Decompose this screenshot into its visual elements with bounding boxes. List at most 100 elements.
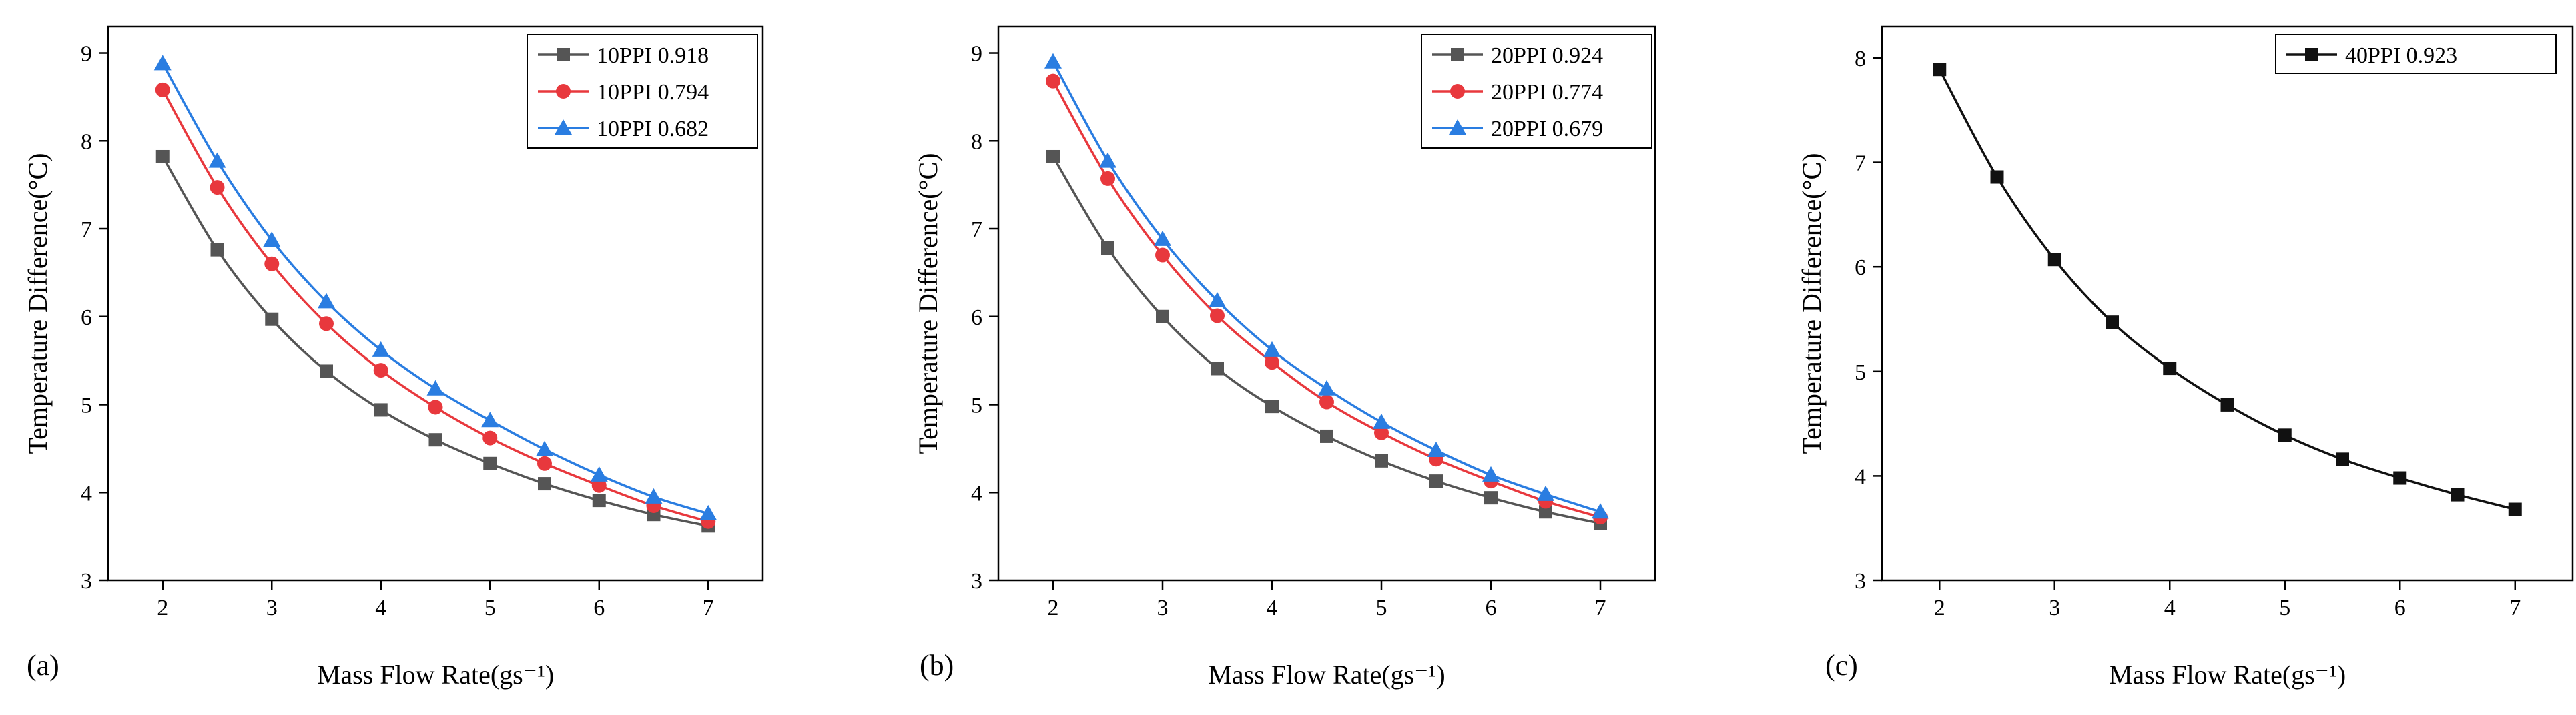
data-point <box>699 504 717 520</box>
series-line <box>1052 61 1601 513</box>
x-tick-label: 2 <box>157 596 168 620</box>
data-point <box>155 149 170 163</box>
legend: 10PPI 0.918 10PPI 0.794 10PPI 0.682 <box>527 34 758 149</box>
legend-entry: 10PPI 0.794 <box>597 80 709 105</box>
chart-panel-1: 2 3 4 5 6 7 3 4 5 6 7 8 9 Mass Flow Rate(gs⁻¹) Tempera… <box>23 25 764 690</box>
legend: 40PPI 0.923 <box>2275 34 2557 74</box>
data-point <box>263 231 281 247</box>
legend-marker <box>1449 119 1466 135</box>
plot-frame <box>1881 25 2574 582</box>
x-tick-label: 3 <box>2049 596 2060 620</box>
data-point <box>481 412 499 428</box>
data-point <box>1101 241 1114 255</box>
x-tick-label: 7 <box>1595 596 1606 620</box>
legend: 20PPI 0.924 20PPI 0.774 20PPI 0.679 <box>1421 34 1652 149</box>
data-point <box>1933 63 1947 77</box>
data-point <box>153 55 172 71</box>
data-point <box>426 380 444 396</box>
data-point <box>1155 247 1170 263</box>
data-point <box>1484 491 1498 505</box>
x-tick-label: 5 <box>485 596 496 620</box>
data-point <box>1375 454 1388 468</box>
data-point <box>155 82 170 97</box>
y-tick-label: 3 <box>1855 569 1866 594</box>
y-tick-label: 5 <box>81 394 92 418</box>
x-axis-label: Mass Flow Rate(gs⁻¹) <box>1208 660 1445 690</box>
y-tick-label: 3 <box>971 569 982 594</box>
y-axis-label: Temperature Difference(°C) <box>23 153 53 454</box>
data-point <box>2451 488 2465 502</box>
x-tick-label: 4 <box>1267 596 1278 620</box>
x-axis-label: Mass Flow Rate(gs⁻¹) <box>317 660 554 690</box>
series-3 <box>1044 53 1609 519</box>
legend-entry: 10PPI 0.682 <box>597 117 709 141</box>
series-line <box>1938 69 2516 511</box>
data-point <box>210 243 224 257</box>
y-tick-label: 8 <box>1855 47 1866 71</box>
data-point <box>645 488 663 504</box>
y-tick-label: 7 <box>81 217 92 242</box>
legend-entry: 20PPI 0.679 <box>1491 117 1603 141</box>
data-point <box>1263 341 1281 357</box>
y-tick-label: 4 <box>81 481 92 506</box>
data-point <box>2336 452 2349 466</box>
data-point <box>2220 398 2234 412</box>
data-point <box>1592 503 1609 519</box>
data-point <box>1044 53 1062 69</box>
data-point <box>2163 362 2177 376</box>
legend-entry: 20PPI 0.924 <box>1491 43 1603 68</box>
legend-entry: 10PPI 0.918 <box>597 43 709 68</box>
y-tick-label: 7 <box>1855 151 1866 176</box>
legend-marker <box>556 84 571 99</box>
x-tick-label: 7 <box>703 596 714 620</box>
data-point <box>428 400 443 415</box>
data-point <box>320 364 333 378</box>
series-line <box>1052 80 1601 518</box>
y-tick-label: 5 <box>971 394 982 418</box>
x-tick-label: 4 <box>2164 596 2176 620</box>
legend-entry: 40PPI 0.923 <box>2345 43 2457 68</box>
data-point <box>1046 73 1060 89</box>
data-point <box>1265 355 1279 370</box>
data-point <box>1210 308 1225 323</box>
data-point <box>318 293 335 309</box>
y-tick-label: 9 <box>971 42 982 67</box>
data-point <box>210 180 225 195</box>
x-tick-label: 2 <box>1048 596 1059 620</box>
data-point <box>374 403 388 417</box>
data-point <box>483 456 497 470</box>
data-point <box>1211 362 1224 376</box>
legend-marker <box>1450 84 1465 99</box>
x-tick-label: 6 <box>2394 596 2406 620</box>
legend-marker <box>2305 48 2318 61</box>
data-point <box>1100 171 1115 186</box>
data-point <box>482 430 498 446</box>
plot-frame <box>997 25 1656 582</box>
data-point <box>265 312 279 326</box>
data-point <box>536 440 553 456</box>
x-tick-label: 4 <box>375 596 386 620</box>
data-point <box>1373 413 1390 429</box>
x-tick-label: 6 <box>593 596 605 620</box>
data-point <box>592 494 606 508</box>
data-point <box>1537 485 1554 501</box>
data-point <box>1320 429 1333 443</box>
series-2 <box>1046 73 1608 525</box>
series-line <box>162 156 709 528</box>
data-point <box>1209 292 1226 308</box>
data-point <box>264 256 280 271</box>
chart-panel-3: 2 3 4 5 6 7 3 4 5 6 7 8 Mass Flow Rate(gs⁻¹) Temperat… <box>1797 25 2574 690</box>
data-point <box>373 363 388 378</box>
data-point <box>2508 502 2522 516</box>
data-point <box>1154 230 1171 246</box>
data-point <box>538 477 551 491</box>
series-1 <box>155 149 715 533</box>
legend-marker <box>1451 48 1464 61</box>
legend-marker <box>557 48 570 61</box>
data-point <box>1318 380 1335 396</box>
series-3 <box>153 55 717 520</box>
data-point <box>2106 315 2119 329</box>
y-tick-label: 6 <box>971 305 982 330</box>
chart-panel-2: 2 3 4 5 6 7 3 4 5 6 7 8 9 Mass Flow Rate(gs⁻¹) Tempera… <box>913 25 1656 690</box>
